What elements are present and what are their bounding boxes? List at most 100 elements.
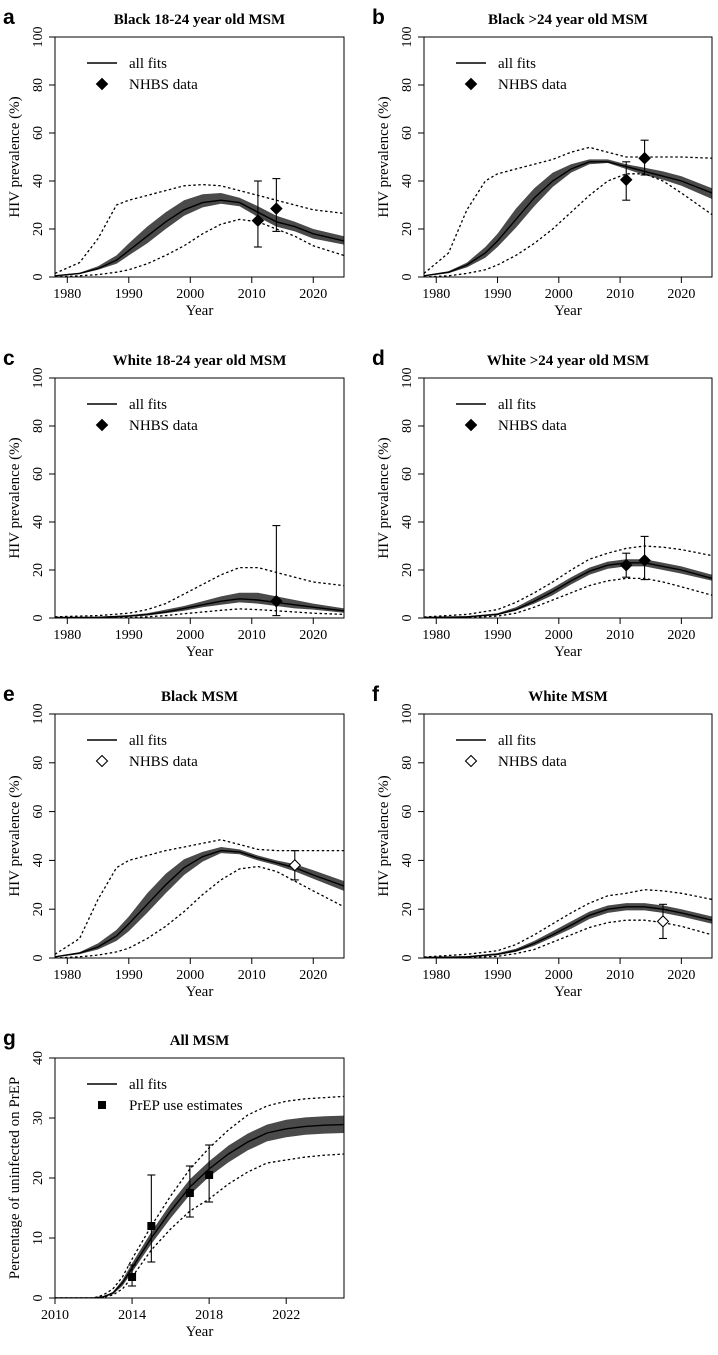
x-tick-label: 2010: [238, 628, 266, 643]
y-tick-label: 80: [400, 756, 415, 770]
legend: all fits NHBS data: [456, 733, 567, 770]
y-tick-label: 0: [400, 615, 415, 622]
legend-marker-label: NHBS data: [129, 418, 198, 434]
upper-bound-line: [424, 889, 712, 958]
legend-line-label: all fits: [498, 397, 536, 413]
x-axis-label: Year: [186, 303, 214, 319]
panel-title: Black >24 year old MSM: [488, 12, 648, 28]
y-tick-label: 0: [31, 955, 46, 962]
y-tick-label: 60: [400, 467, 415, 481]
y-tick-label: 10: [31, 1231, 46, 1245]
y-tick-label: 20: [400, 222, 415, 236]
y-tick-label: 60: [31, 126, 46, 140]
fit-band: [424, 903, 712, 958]
x-tick-label: 2020: [299, 628, 327, 643]
lower-bound-line: [55, 865, 344, 958]
panel-title: White 18-24 year old MSM: [113, 353, 287, 369]
data-marker: [128, 1273, 137, 1281]
legend-marker-label: NHBS data: [129, 754, 198, 770]
panel-b: b Black >24 year old MSM 1980 1990 2000 2010 2…: [372, 6, 713, 319]
plot-frame: [54, 713, 345, 959]
x-tick-label: 2000: [176, 287, 204, 302]
x-tick-label: 1980: [53, 628, 81, 643]
legend-line-label: all fits: [498, 56, 536, 72]
y-tick-label: 20: [31, 902, 46, 916]
x-tick-label: 1980: [422, 968, 450, 983]
x-tick-label: 2018: [195, 1308, 223, 1323]
fit-band: [55, 1115, 344, 1298]
x-tick-label: 2020: [299, 287, 327, 302]
median-line: [424, 906, 712, 958]
y-tick-label: 40: [31, 174, 46, 188]
y-axis-label: HIV prevalence (%): [7, 775, 23, 896]
y-tick-label: 20: [31, 1171, 46, 1185]
data-marker: [185, 1189, 194, 1197]
x-tick-label: 2010: [606, 287, 634, 302]
y-tick-label: 20: [400, 902, 415, 916]
y-tick-label: 40: [31, 1051, 46, 1065]
x-axis-label: Year: [554, 303, 582, 319]
y-tick-label: 0: [31, 615, 46, 622]
y-tick-label: 20: [31, 222, 46, 236]
legend: all fits NHBS data: [87, 733, 198, 770]
fit-band: [55, 193, 344, 277]
y-tick-label: 100: [31, 27, 46, 48]
legend-marker-swatch: [95, 418, 109, 432]
x-tick-label: 2000: [545, 628, 573, 643]
data-marker: [205, 1171, 214, 1179]
plot-data: [424, 889, 712, 958]
legend-marker-swatch: [464, 418, 478, 432]
legend-marker-label: NHBS data: [498, 418, 567, 434]
data-marker: [270, 594, 283, 608]
median-line: [55, 598, 344, 618]
y-tick-label: 0: [31, 274, 46, 281]
y-tick-label: 0: [400, 274, 415, 281]
y-tick-label: 80: [400, 78, 415, 92]
x-tick-label: 1990: [484, 287, 512, 302]
plot-frame: [54, 377, 345, 619]
x-tick-label: 2000: [545, 968, 573, 983]
y-axis-label: HIV prevalence (%): [7, 437, 23, 558]
plot-data: [55, 839, 344, 958]
x-tick-label: 2010: [606, 968, 634, 983]
y-tick-label: 80: [31, 419, 46, 433]
upper-bound-line: [55, 1095, 344, 1298]
y-tick-label: 40: [400, 853, 415, 867]
x-tick-label: 2020: [667, 287, 695, 302]
panel-letter: e: [3, 683, 15, 706]
plot-data: [55, 566, 344, 618]
plot-frame: [54, 36, 345, 278]
panel-f: f White MSM 1980 1990 2000 2010 2020 0 20 40 60 80 1…: [372, 683, 713, 1000]
panel-g: g All MSM 2010 2014 2018 2022 0 10 20 30 40 Year Per…: [3, 1027, 345, 1340]
x-tick-label: 2010: [238, 968, 266, 983]
x-tick-label: 1990: [484, 628, 512, 643]
panel-title: All MSM: [170, 1033, 230, 1049]
observed-point: [638, 139, 651, 176]
fit-band: [424, 159, 712, 277]
legend-line-label: all fits: [129, 56, 167, 72]
y-axis-label: HIV prevalence (%): [376, 96, 392, 217]
legend-marker-label: NHBS data: [498, 77, 567, 93]
legend-line-label: all fits: [129, 397, 167, 413]
x-tick-label: 2020: [667, 968, 695, 983]
panel-title: Black 18-24 year old MSM: [114, 12, 285, 28]
x-tick-label: 1980: [53, 968, 81, 983]
panel-title: White MSM: [528, 689, 608, 705]
plot-data: [424, 545, 712, 618]
panel-d: d White >24 year old MSM 1980 1990 2000 2010 2…: [372, 347, 713, 660]
legend-marker-label: NHBS data: [498, 754, 567, 770]
y-tick-label: 20: [400, 563, 415, 577]
y-tick-label: 60: [31, 805, 46, 819]
panel-letter: f: [372, 683, 380, 706]
median-line: [55, 1123, 344, 1298]
y-tick-label: 20: [31, 563, 46, 577]
y-tick-label: 100: [400, 704, 415, 725]
lower-bound-line: [55, 218, 344, 277]
x-tick-label: 2020: [667, 628, 695, 643]
x-tick-label: 2010: [41, 1308, 69, 1323]
y-tick-label: 0: [400, 955, 415, 962]
y-tick-label: 80: [31, 756, 46, 770]
x-tick-label: 2014: [118, 1308, 146, 1323]
